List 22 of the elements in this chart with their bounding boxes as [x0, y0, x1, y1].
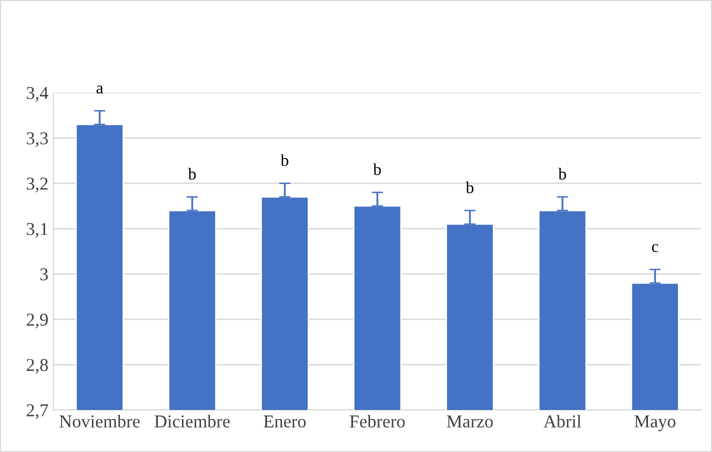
y-tick-label: 3 [40, 268, 48, 280]
annotation: a [96, 86, 104, 94]
annotation: c [652, 244, 658, 252]
x-tick-label: Mayo [634, 415, 676, 432]
annotation: b [280, 154, 288, 166]
y-tick-label: 2,7 [26, 404, 48, 420]
x-tick-label: Noviembre [60, 414, 140, 428]
y-tick-label: 2,9 [26, 314, 48, 328]
x-tick-label: Marzo [446, 416, 493, 428]
y-tick-label: 3,3 [26, 132, 48, 148]
y-tick-label: 2,8 [26, 358, 48, 374]
y-tick-label: 3,2 [26, 178, 48, 192]
x-tick-label: Abril [544, 414, 582, 428]
x-tick-label: Febrero [350, 414, 405, 428]
x-tick-label: Enero [264, 416, 306, 428]
x-tick-label: Diciembre [154, 414, 230, 428]
annotation: b [188, 168, 196, 180]
y-tick-label: 3,4 [26, 86, 48, 102]
annotation: b [558, 168, 566, 180]
y-tick-label: 3,1 [26, 222, 48, 238]
annotation: b [466, 182, 474, 194]
annotation: b [373, 163, 381, 176]
